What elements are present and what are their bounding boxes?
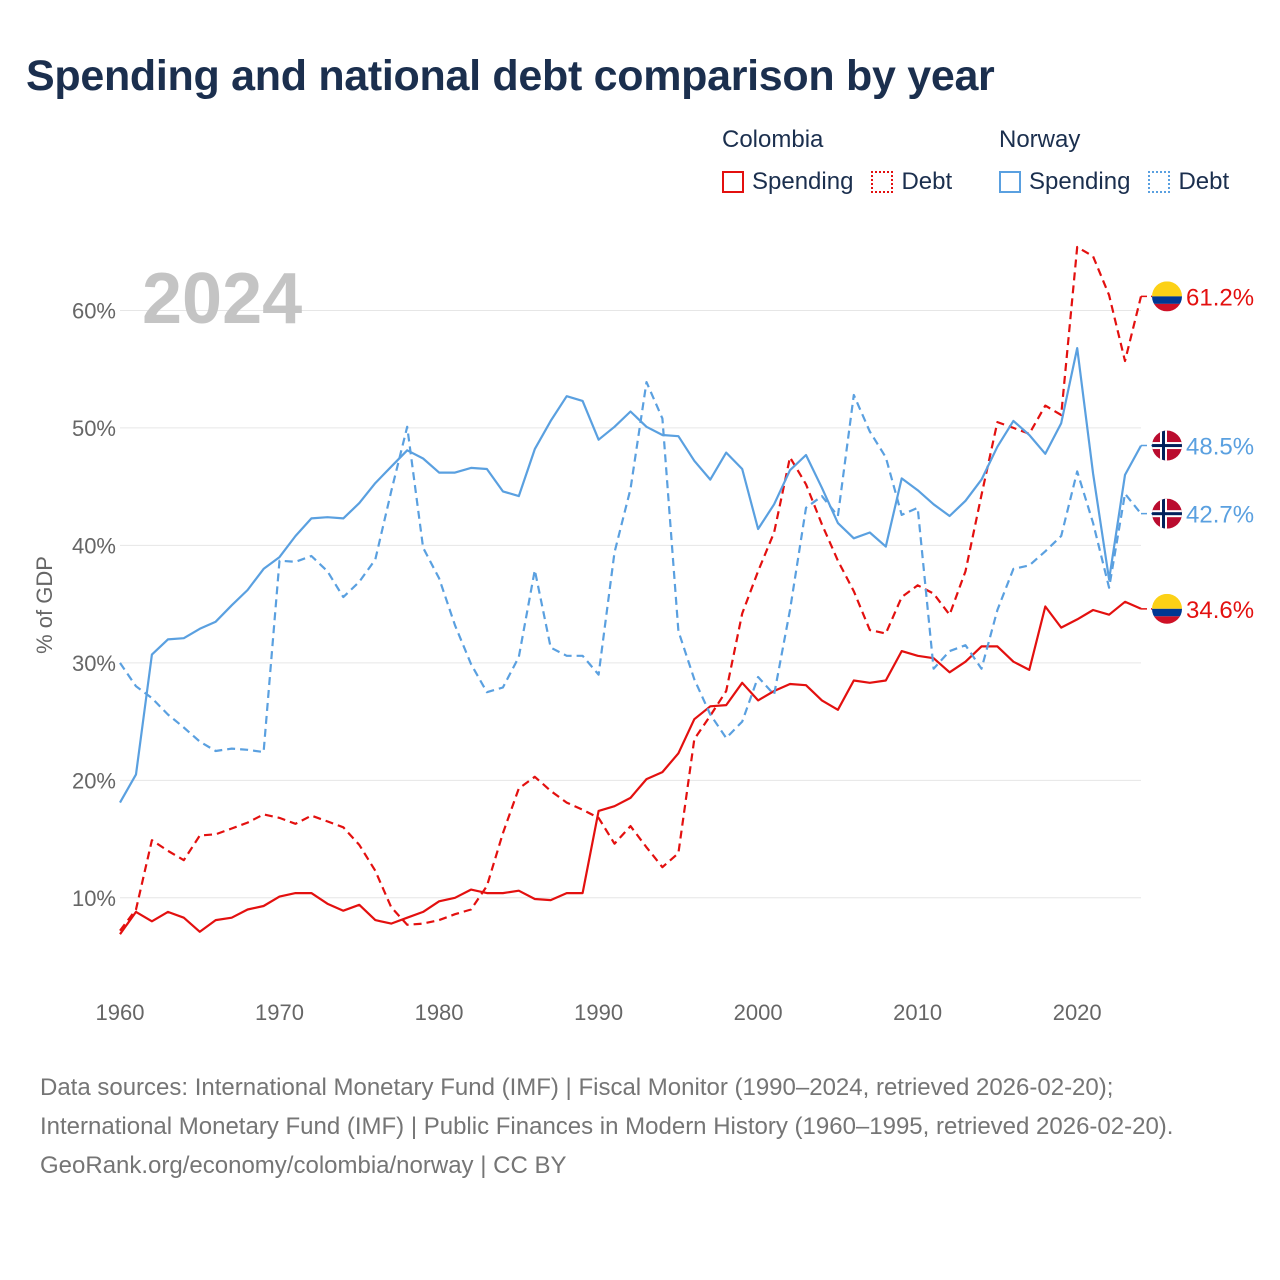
norway-flag-icon	[1152, 498, 1182, 529]
x-tick-label: 1990	[574, 1000, 623, 1025]
legend-country-norway: Norway	[999, 126, 1081, 153]
legend-item-colombia-spending[interactable]: Spending	[722, 168, 853, 196]
y-tick-label: 50%	[72, 416, 116, 441]
year-label: 2024	[142, 259, 302, 339]
dashed-line-swatch-icon	[871, 171, 894, 193]
y-tick-label: 20%	[72, 768, 116, 793]
chart-title: Spending and national debt comparison by…	[26, 52, 995, 100]
credit-link[interactable]: GeoRank.org/economy/colombia/norway | CC…	[40, 1152, 567, 1179]
colombia-flag-icon	[1152, 593, 1182, 624]
colombia-flag-icon	[1152, 281, 1182, 312]
solid-line-swatch-icon	[722, 171, 744, 193]
end-value-label: 42.7%	[1186, 502, 1254, 529]
series-line-colombia-spending	[119, 600, 1142, 935]
end-value-label: 48.5%	[1186, 434, 1254, 461]
legend-colombia: Colombia Spending Debt	[722, 126, 970, 196]
x-tick-label: 2000	[734, 1000, 783, 1025]
end-value-label: 61.2%	[1186, 284, 1254, 311]
end-value-label: 34.6%	[1186, 597, 1254, 624]
data-sources: Data sources: International Monetary Fun…	[40, 1074, 1174, 1140]
x-tick-label: 2010	[893, 1000, 942, 1025]
x-tick-label: 1970	[255, 1000, 304, 1025]
x-tick-label: 1960	[96, 1000, 145, 1025]
x-tick-label: 2020	[1053, 1000, 1102, 1025]
solid-line-swatch-icon	[999, 171, 1021, 193]
legend-item-norway-spending[interactable]: Spending	[999, 168, 1130, 196]
series-line-norway-spending	[119, 347, 1142, 804]
y-tick-label: 30%	[72, 651, 116, 676]
series-line-norway-debt	[119, 381, 1142, 754]
footer: Data sources: International Monetary Fun…	[40, 1068, 1240, 1185]
y-tick-label: 40%	[72, 533, 116, 558]
series-line-colombia-debt	[119, 245, 1143, 932]
line-chart: 10% 20% 30% 40% 50% 60% 1960 1970 1980 1990 2000 20…	[32, 245, 1254, 1025]
y-tick-label: 10%	[72, 886, 116, 911]
y-tick-label: 60%	[72, 298, 116, 323]
legend-norway: Norway Spending Debt	[999, 126, 1247, 196]
y-axis-label: % of GDP	[32, 556, 57, 654]
legend-country-colombia: Colombia	[722, 126, 824, 153]
x-tick-label: 1980	[415, 1000, 464, 1025]
legend-item-colombia-debt[interactable]: Debt	[871, 168, 952, 196]
dashed-line-swatch-icon	[1148, 171, 1171, 193]
norway-flag-icon	[1152, 430, 1182, 461]
legend-item-norway-debt[interactable]: Debt	[1148, 168, 1229, 196]
